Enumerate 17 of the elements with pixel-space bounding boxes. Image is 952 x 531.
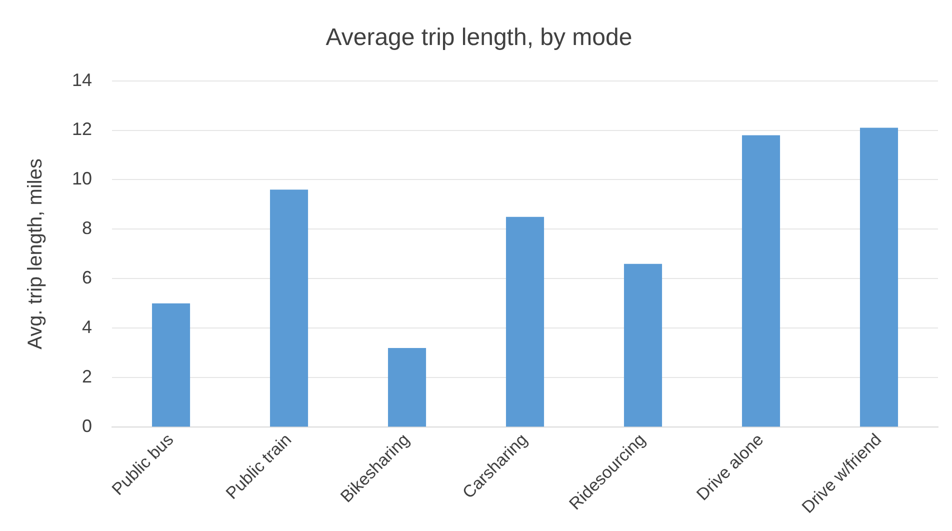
y-tick-label: 4 xyxy=(82,317,92,338)
bar xyxy=(860,128,898,427)
bar xyxy=(624,264,662,427)
y-axis-title: Avg. trip length, miles xyxy=(24,158,47,350)
y-tick-label: 14 xyxy=(72,70,92,90)
y-tick-label: 2 xyxy=(82,366,92,387)
bar xyxy=(742,135,780,427)
bar xyxy=(506,216,544,427)
bar xyxy=(152,303,190,427)
y-tick-label: 10 xyxy=(72,168,92,189)
y-tick-label: 12 xyxy=(72,119,92,140)
bar xyxy=(388,348,426,427)
y-tick-label: 0 xyxy=(82,416,92,436)
chart-title: Average trip length, by mode xyxy=(326,24,632,52)
y-tick-label: 8 xyxy=(82,218,92,238)
y-tick-label: 6 xyxy=(82,268,92,288)
bar xyxy=(270,190,308,427)
